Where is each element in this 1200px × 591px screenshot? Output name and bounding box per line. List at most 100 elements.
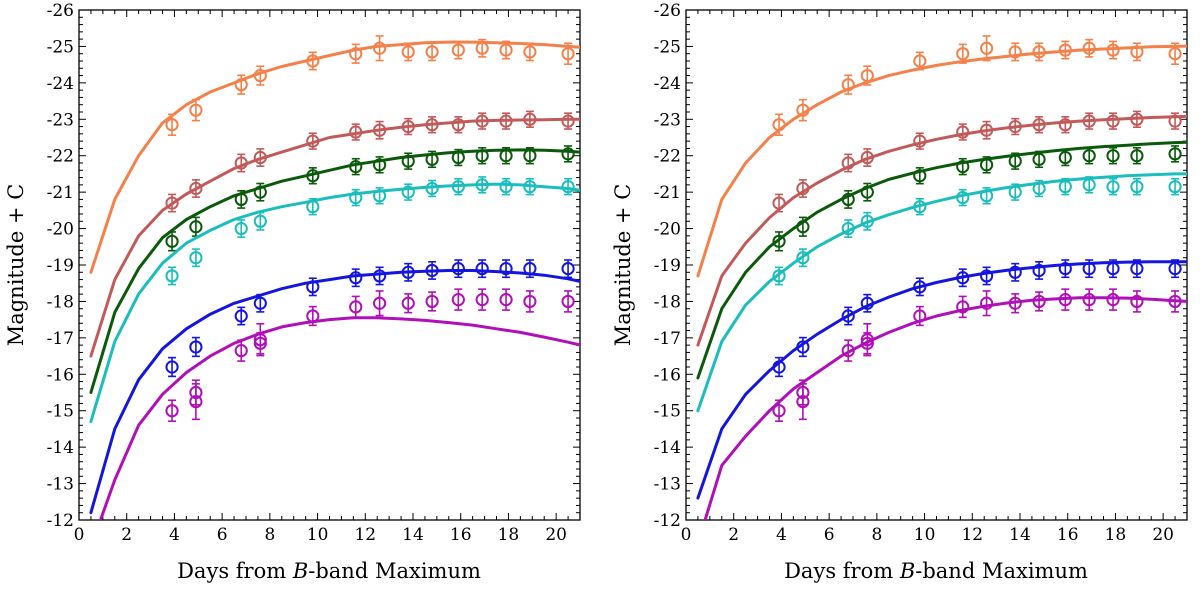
right-magenta-data-point bbox=[1168, 294, 1182, 309]
right-blue-data-point bbox=[1168, 262, 1182, 276]
right-darkgreen-data-point bbox=[1082, 149, 1096, 163]
right-blue-data-point bbox=[860, 296, 874, 310]
left-blue-model-line bbox=[89, 269, 580, 515]
left-cyan-data-point bbox=[189, 251, 203, 265]
left-blue-data-point bbox=[373, 269, 387, 283]
right-indianred-data-point bbox=[1130, 112, 1144, 126]
left-blue-data-point bbox=[561, 262, 575, 276]
right-series-magenta bbox=[703, 288, 1187, 520]
left-x-tick-label: 16 bbox=[450, 525, 472, 545]
left-blue-data-point bbox=[451, 262, 465, 276]
left-indianred-data-point bbox=[253, 150, 267, 165]
right-darkgreen-data-point bbox=[1106, 149, 1120, 163]
right-blue-data-point bbox=[1032, 263, 1046, 278]
right-cyan-data-point bbox=[913, 200, 927, 214]
left-darkgreen-data-point bbox=[561, 147, 575, 161]
left-blue-data-point bbox=[425, 263, 439, 278]
right-x-tick-label: 18 bbox=[1105, 525, 1127, 545]
right-indianred-data-point bbox=[956, 125, 970, 139]
right-blue-data-point bbox=[841, 309, 855, 323]
left-series-cyan bbox=[89, 176, 580, 424]
left-x-tick-label: 10 bbox=[307, 525, 329, 545]
left-cyan-data-point bbox=[234, 221, 248, 236]
right-indianred-data-point bbox=[796, 181, 810, 196]
right-y-tick-label: -22 bbox=[654, 147, 681, 167]
right-magenta-data-point bbox=[1130, 294, 1144, 309]
right-y-tick-label: -25 bbox=[654, 37, 681, 57]
right-orange-data-point bbox=[1168, 47, 1182, 61]
left-magenta-data-point bbox=[253, 336, 267, 350]
left-magenta-data-point bbox=[499, 293, 513, 307]
left-cyan-data-point bbox=[253, 214, 267, 228]
right-indianred-data-point bbox=[841, 156, 855, 170]
left-plot-frame bbox=[78, 9, 581, 521]
left-blue-data-point bbox=[189, 340, 203, 354]
left-indianred-model-line bbox=[89, 117, 580, 358]
left-x-tick-label: 2 bbox=[121, 525, 132, 545]
left-cyan-data-point bbox=[306, 200, 320, 214]
left-y-tick-label: -14 bbox=[47, 438, 74, 458]
right-magenta-data-point bbox=[956, 300, 970, 314]
left-cyan-data-point bbox=[523, 180, 537, 194]
right-orange-data-point bbox=[1032, 45, 1046, 59]
left-panel: -12 -13 -14 -15 -16 -17 -18 -19 -20 -21 -22 -23 -24 -… bbox=[4, 1, 581, 583]
right-cyan-data-point bbox=[1168, 180, 1182, 194]
right-darkgreen-data-point bbox=[772, 234, 786, 248]
right-y-tick-label: -14 bbox=[654, 438, 681, 458]
left-darkgreen-data-point bbox=[401, 154, 415, 168]
right-cyan-data-point bbox=[860, 214, 874, 228]
left-magenta-data-point bbox=[401, 296, 415, 310]
left-series-darkgreen bbox=[89, 145, 580, 394]
right-y-tick-label: -21 bbox=[654, 183, 681, 203]
right-magenta-data-point bbox=[1106, 293, 1120, 307]
right-orange-data-point bbox=[1130, 45, 1144, 59]
left-magenta-data-point bbox=[373, 296, 387, 310]
left-cyan-data-point bbox=[475, 178, 489, 192]
left-orange-data-point bbox=[165, 118, 179, 132]
right-series-orange bbox=[696, 35, 1187, 278]
left-orange-data-point bbox=[523, 45, 537, 59]
right-blue-data-point bbox=[1082, 262, 1096, 276]
right-x-tick-labels: 0 2 4 6 8 10 12 14 16 18 20 bbox=[681, 525, 1174, 545]
right-blue-data-point bbox=[1058, 262, 1072, 276]
right-blue-data-point bbox=[772, 360, 786, 374]
left-x-tick-label: 0 bbox=[74, 525, 85, 545]
right-orange-data-point bbox=[841, 78, 855, 92]
left-series-orange bbox=[89, 35, 580, 274]
right-indianred-data-point bbox=[1008, 119, 1022, 134]
right-series bbox=[696, 35, 1187, 520]
right-orange-data-point bbox=[956, 47, 970, 61]
left-indianred-data-point bbox=[475, 114, 489, 128]
right-x-tick-label: 10 bbox=[914, 525, 936, 545]
right-magenta-data-point bbox=[841, 344, 855, 358]
right-magenta-data-point bbox=[1032, 294, 1046, 309]
left-magenta-data-point bbox=[165, 404, 179, 418]
left-y-tick-label: -15 bbox=[47, 402, 74, 422]
left-y-tick-label: -23 bbox=[47, 110, 74, 130]
left-orange-data-point bbox=[373, 41, 387, 55]
right-x-tick-label: 20 bbox=[1152, 525, 1174, 545]
right-magenta-data-point bbox=[860, 336, 874, 350]
left-magenta-data-point bbox=[306, 309, 320, 323]
right-plot-frame bbox=[685, 9, 1188, 521]
right-x-axis-title: Days from B-band Maximum bbox=[784, 559, 1088, 583]
left-magenta-data-point bbox=[234, 344, 248, 358]
right-orange-data-point bbox=[860, 68, 874, 83]
right-indianred-data-point bbox=[860, 150, 874, 165]
left-blue-data-point bbox=[475, 262, 489, 276]
left-x-axis-title: Days from B-band Maximum bbox=[177, 559, 481, 583]
left-darkgreen-data-point bbox=[499, 149, 513, 163]
left-darkgreen-data-point bbox=[349, 160, 363, 174]
right-y-axis-title: Magnitude + C bbox=[611, 184, 635, 347]
right-x-tick-label: 16 bbox=[1057, 525, 1079, 545]
right-magenta-data-point bbox=[913, 309, 927, 323]
left-indianred-data-point bbox=[523, 112, 537, 126]
right-darkgreen-data-point bbox=[1168, 147, 1182, 161]
left-x-tick-label: 6 bbox=[217, 525, 228, 545]
right-ticks bbox=[685, 9, 1188, 521]
right-y-tick-label: -18 bbox=[654, 292, 681, 312]
right-cyan-data-point bbox=[841, 221, 855, 236]
left-orange-data-point bbox=[451, 43, 465, 57]
left-magenta-data-point bbox=[523, 294, 537, 309]
left-indianred-data-point bbox=[561, 114, 575, 128]
